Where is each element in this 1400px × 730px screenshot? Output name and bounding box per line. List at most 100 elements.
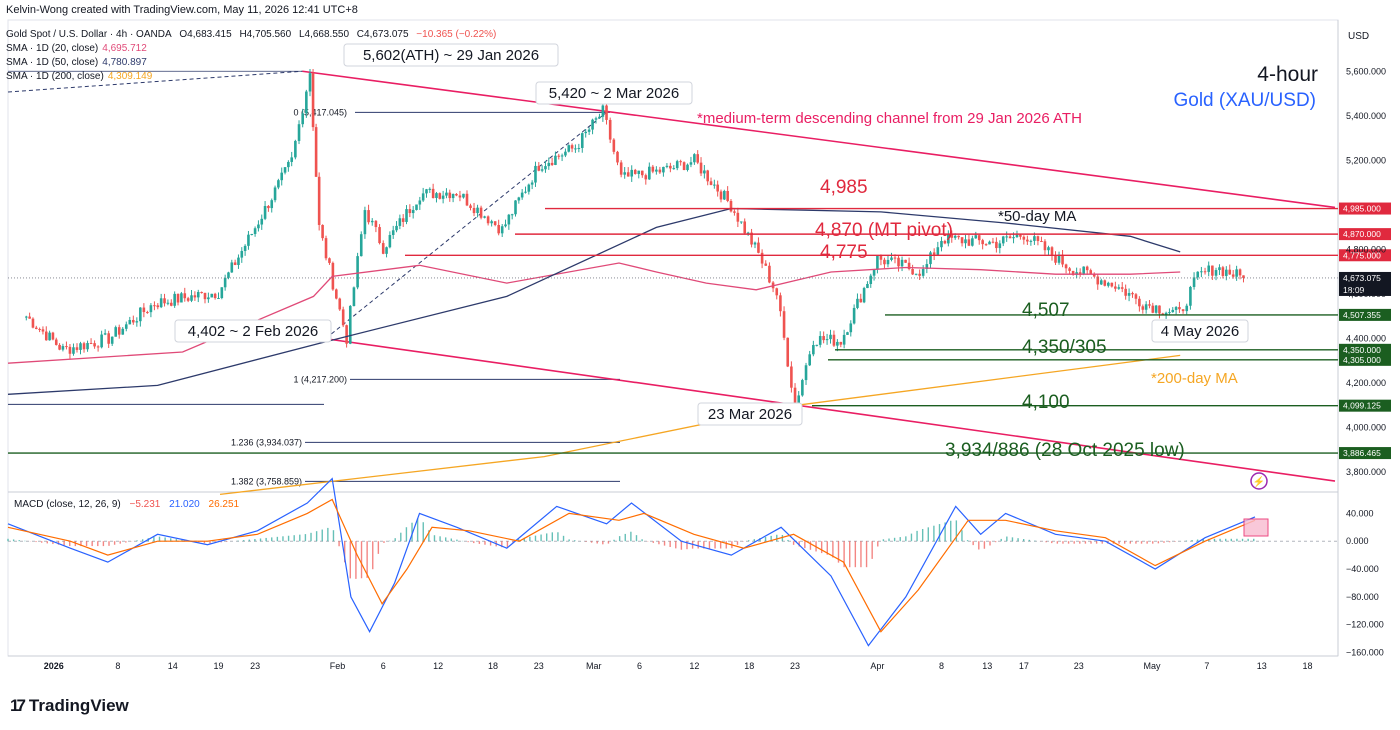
time-tick-label: 18	[744, 661, 754, 671]
candle-body	[200, 292, 203, 294]
candle-body	[829, 334, 832, 340]
candle-body	[1203, 271, 1207, 273]
candle-body	[374, 220, 378, 228]
descending-channel	[7, 70, 1336, 482]
candle-body	[196, 292, 200, 298]
candle-body	[1026, 239, 1029, 242]
candle-body	[534, 165, 537, 183]
price-tick-label: 4,400.000	[1346, 334, 1386, 344]
candle-body	[883, 259, 886, 265]
candle-body	[504, 224, 507, 227]
time-tick-label: 8	[939, 661, 944, 671]
ma200-annotation: *200-day MA	[1151, 370, 1238, 387]
price-tick-label: 3,800.000	[1346, 467, 1386, 477]
candle-body	[210, 293, 214, 298]
fib-label: 0 (5,417.045)	[293, 107, 347, 117]
time-tick-label: 18	[488, 661, 498, 671]
candle-body	[739, 221, 743, 223]
level-axis-tag	[1339, 249, 1391, 262]
level-axis-tag	[1339, 447, 1391, 460]
candle-body	[391, 230, 395, 236]
candle-body	[925, 264, 929, 269]
candle-body	[213, 293, 217, 299]
candle-body	[893, 257, 897, 259]
candle-body	[335, 289, 338, 299]
time-tick-label: 18	[1303, 661, 1313, 671]
tradingview-footer[interactable]: 17 TradingView	[10, 696, 129, 716]
candle-body	[764, 263, 768, 266]
candle-body	[153, 305, 156, 307]
candle-body	[58, 344, 61, 350]
level-axis-label: 4,305.000	[1343, 355, 1381, 365]
candle-body	[356, 256, 359, 288]
candle-body	[630, 169, 634, 177]
candle-body	[124, 324, 128, 329]
candle-body	[385, 247, 388, 254]
candle-body	[435, 193, 438, 198]
signal-line	[7, 498, 1256, 633]
price-tick-label: 4,000.000	[1346, 423, 1386, 433]
price-tick-label: 5,600.000	[1346, 67, 1386, 77]
sma20-row[interactable]: SMA · 1D (20, close) 4,695.712	[6, 42, 501, 56]
time-tick-label: 23	[790, 661, 800, 671]
candle-body	[779, 295, 782, 312]
candle-body	[149, 305, 153, 313]
candle-body	[514, 200, 517, 215]
candle-body	[904, 259, 907, 263]
sma50-row[interactable]: SMA · 1D (50, close) 4,780.897	[6, 56, 501, 70]
candle-body	[359, 234, 363, 257]
timeframe-title: 4-hour	[1257, 63, 1318, 86]
callout-box	[535, 81, 693, 105]
candle-body	[852, 307, 856, 324]
macd-legend[interactable]: MACD (close, 12, 26, 9) −5.231 21.020 26…	[14, 499, 245, 510]
candle-body	[1033, 236, 1036, 241]
symbol-legend: Gold Spot / U.S. Dollar · 4h · OANDA O4,…	[6, 28, 501, 84]
candle-body	[455, 193, 458, 196]
candle-body	[746, 232, 750, 234]
candle-body	[441, 195, 445, 199]
candle-body	[1225, 269, 1228, 276]
candle-body	[623, 172, 626, 175]
sma200-row[interactable]: SMA · 1D (200, close) 4,309.149	[6, 70, 501, 84]
time-tick-label: 23	[1074, 661, 1084, 671]
candle-body	[849, 323, 853, 333]
candle-body	[998, 243, 1002, 249]
candle-body	[317, 176, 321, 225]
candle-body	[560, 155, 564, 157]
tradingview-brand: TradingView	[28, 696, 129, 715]
candle-body	[311, 73, 315, 128]
candle-body	[352, 287, 356, 306]
candle-body	[1043, 241, 1047, 251]
level-text: 3,934/886 (28 Oct 2025 low)	[945, 440, 1185, 461]
candle-body	[665, 165, 669, 167]
currency-label[interactable]: USD	[1348, 31, 1370, 42]
candle-body	[240, 250, 244, 258]
candle-body	[719, 191, 723, 200]
candle-body	[577, 147, 581, 149]
candle-body	[1071, 270, 1075, 275]
candle-body	[1200, 271, 1203, 273]
candle-body	[428, 188, 432, 190]
candle-body	[869, 275, 873, 285]
candle-body	[1148, 304, 1151, 306]
candle-body	[253, 228, 257, 234]
candle-body	[554, 155, 557, 165]
candle-body	[1141, 306, 1145, 310]
time-tick-label: 17	[1019, 661, 1029, 671]
candle-body	[388, 235, 392, 248]
candle-body	[567, 145, 571, 152]
axes: 5,600.000 5,400.000 5,200.000 4,800.000 4,60…	[44, 67, 1386, 671]
candle-body	[1189, 286, 1192, 306]
fib-label: 1 (4,217.200)	[293, 374, 347, 384]
time-tick-label: Apr	[870, 661, 884, 671]
candle-body	[34, 327, 38, 329]
candle-body	[448, 192, 452, 199]
time-tick-label: 2026	[44, 661, 64, 671]
candle-body	[866, 284, 869, 289]
candle-body	[48, 332, 51, 341]
current-price-tag	[1339, 271, 1391, 296]
level-text: 4,870 (MT pivot)	[815, 220, 953, 241]
macd-tick-label: 40.000	[1346, 508, 1374, 518]
candle-body	[1057, 254, 1061, 263]
